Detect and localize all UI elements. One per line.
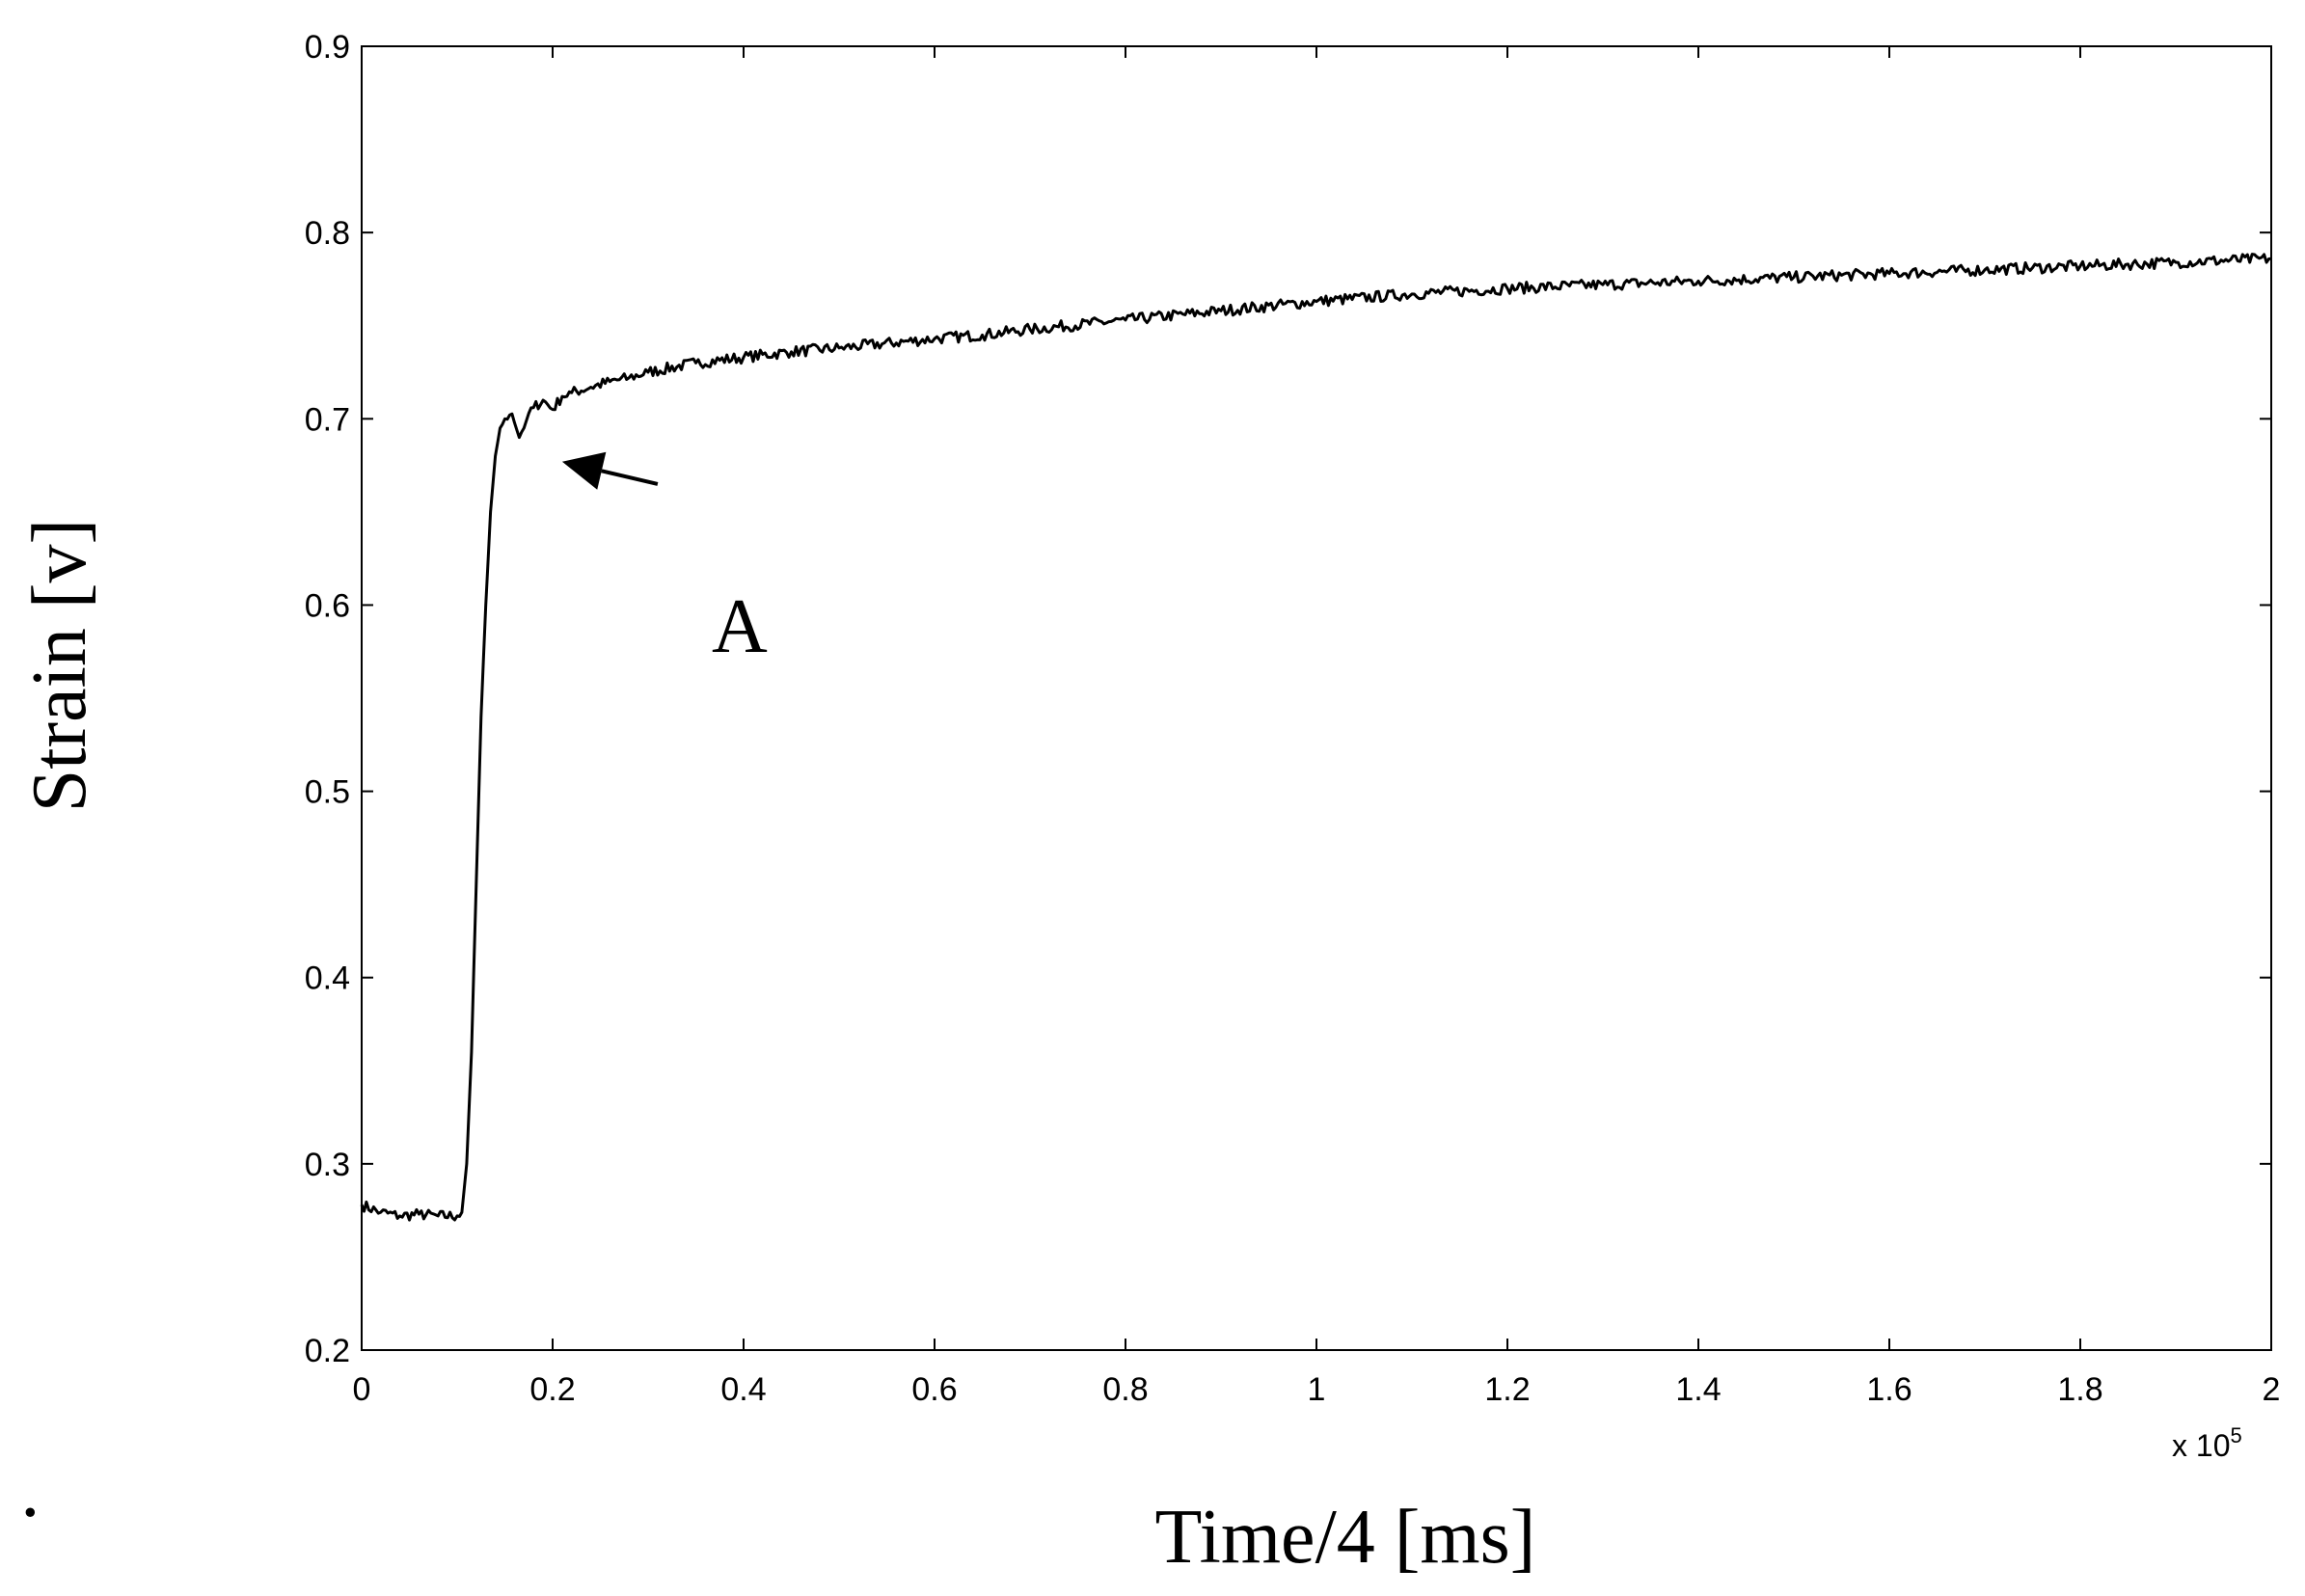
plot-area-frame <box>361 45 2272 1351</box>
x-tick-label: 1.4 <box>1675 1371 1721 1408</box>
y-tick-label: 0.2 <box>305 1333 350 1369</box>
x-tick-label: 0.8 <box>1102 1371 1148 1408</box>
x-tick-label: 1.8 <box>2057 1371 2102 1408</box>
x-axis-ticks: 0 0.2 0.4 0.6 0.8 1 1.2 1.4 1.6 1.8 2 <box>353 46 2281 1408</box>
y-axis-ticks: 0.2 0.3 0.4 0.5 0.6 0.7 0.8 0.9 <box>305 29 2271 1369</box>
x-tick-label: 2 <box>2263 1371 2281 1408</box>
x-tick-label: 0.4 <box>720 1371 766 1408</box>
y-tick-label: 0.7 <box>305 401 350 438</box>
x-axis-title: Time/4 [ms] <box>1155 1495 1536 1580</box>
strain-series-line <box>360 253 2272 1222</box>
footnote-dot: · <box>17 1471 43 1555</box>
annotation-arrow-shaft <box>601 469 659 486</box>
y-tick-label: 0.5 <box>305 774 350 811</box>
y-tick-label: 0.9 <box>305 29 350 66</box>
x-tick-label: 1 <box>1308 1371 1326 1408</box>
x-tick-label: 1.2 <box>1484 1371 1530 1408</box>
x-tick-label: 1.6 <box>1866 1371 1912 1408</box>
y-tick-label: 0.6 <box>305 587 350 624</box>
x-tick-label: 0.6 <box>911 1371 957 1408</box>
x-multiplier-exponent: 5 <box>2230 1423 2241 1447</box>
x-axis-multiplier: x 105 <box>2172 1423 2242 1463</box>
y-tick-label: 0.8 <box>305 215 350 252</box>
y-axis-title: Strain [v] <box>17 519 102 812</box>
y-tick-label: 0.4 <box>305 960 350 997</box>
annotation-label: A <box>712 584 768 669</box>
annotation-arrow-head <box>561 451 607 490</box>
x-tick-label: 0 <box>353 1371 371 1408</box>
x-tick-label: 0.2 <box>529 1371 575 1408</box>
x-multiplier-base: x 10 <box>2172 1428 2230 1463</box>
annotation-a: A <box>561 451 768 669</box>
y-tick-label: 0.3 <box>305 1147 350 1183</box>
